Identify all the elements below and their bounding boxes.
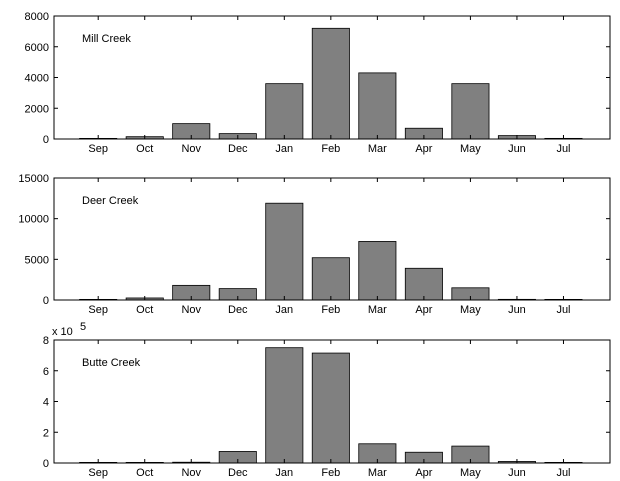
chart-panel-1: 0 2000 4000 6000 8000 Sep Oct Nov Dec Jan Feb Mar Ap… — [25, 11, 611, 155]
bar-mar — [358, 241, 397, 301]
x-tick-label-oct: Oct — [136, 467, 153, 479]
x-tick-label-sep: Sep — [88, 304, 108, 316]
x-tick-label-sep: Sep — [88, 467, 108, 479]
x-tick-label-oct: Oct — [136, 304, 153, 316]
x-tick-label-dec: Dec — [228, 467, 248, 479]
x-tick-label-jan: Jan — [275, 304, 293, 316]
y-tick-label: 2 — [43, 427, 49, 439]
x-tick-label-dec: Dec — [228, 143, 248, 155]
x-tick-label-apr: Apr — [415, 467, 432, 479]
bar-jan — [265, 83, 304, 140]
y-tick-label: 5000 — [25, 254, 49, 266]
y-exponent-power: 5 — [80, 321, 86, 333]
x-tick-label-dec: Dec — [228, 304, 248, 316]
x-tick-label-mar: Mar — [368, 467, 387, 479]
x-tick-label-oct: Oct — [136, 143, 153, 155]
y-tick-label: 0 — [43, 458, 49, 470]
x-tick-label-may: May — [460, 143, 481, 155]
panel-label: Mill Creek — [82, 33, 131, 45]
y-tick-label: 0 — [43, 295, 49, 307]
x-tick-label-mar: Mar — [368, 143, 387, 155]
y-tick-label: 4 — [43, 397, 49, 409]
y-tick-label: 0 — [43, 134, 49, 146]
x-tick-label-feb: Feb — [321, 143, 340, 155]
y-exponent-label: x 10 — [52, 326, 73, 338]
x-tick-label-feb: Feb — [321, 467, 340, 479]
y-tick-label: 10000 — [18, 214, 49, 226]
x-tick-label-may: May — [460, 467, 481, 479]
x-tick-label-jan: Jan — [275, 467, 293, 479]
chart-panel-3: 0 2 4 6 8 Sep Oct Nov Dec Jan Feb Mar Apr May Jun Jul Bu… — [43, 321, 611, 479]
y-tick-label: 8000 — [25, 11, 49, 23]
bar-apr — [404, 267, 443, 301]
x-tick-label-nov: Nov — [181, 304, 201, 316]
x-tick-label-jun: Jun — [508, 467, 526, 479]
bar-jan — [265, 347, 304, 464]
chart-panel-2: 0 5000 10000 15000 Sep Oct Nov Dec Jan Feb Mar Apr M… — [18, 173, 611, 316]
x-tick-label-sep: Sep — [88, 143, 108, 155]
y-tick-label: 6000 — [25, 42, 49, 54]
bar-may — [451, 83, 490, 140]
x-tick-label-jul: Jul — [556, 304, 570, 316]
y-tick-label: 4000 — [25, 73, 49, 85]
bar-feb — [311, 352, 350, 464]
panel-label: Butte Creek — [82, 357, 141, 369]
x-tick-label-nov: Nov — [181, 467, 201, 479]
x-tick-label-nov: Nov — [181, 143, 201, 155]
x-tick-label-jun: Jun — [508, 304, 526, 316]
x-tick-label-jul: Jul — [556, 143, 570, 155]
y-tick-label: 6 — [43, 366, 49, 378]
x-tick-label-jul: Jul — [556, 467, 570, 479]
x-tick-label-jan: Jan — [275, 143, 293, 155]
y-tick-label: 2000 — [25, 103, 49, 115]
x-tick-label-apr: Apr — [415, 143, 432, 155]
x-tick-label-feb: Feb — [321, 304, 340, 316]
x-tick-label-apr: Apr — [415, 304, 432, 316]
bar-mar — [358, 72, 397, 140]
x-tick-label-mar: Mar — [368, 304, 387, 316]
x-tick-label-jun: Jun — [508, 143, 526, 155]
bar-jan — [265, 202, 304, 301]
x-tick-label-may: May — [460, 304, 481, 316]
bar-feb — [311, 257, 350, 301]
panel-label: Deer Creek — [82, 195, 139, 207]
bar-feb — [311, 27, 350, 140]
y-tick-label: 15000 — [18, 173, 49, 185]
axes-frame — [53, 177, 611, 301]
y-tick-label: 8 — [43, 335, 49, 347]
